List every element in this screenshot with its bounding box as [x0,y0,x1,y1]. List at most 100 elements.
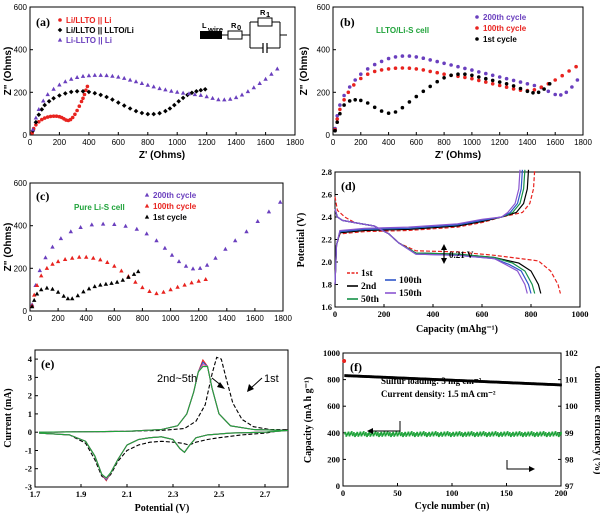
efficiency-point [407,431,410,435]
cv-curve [39,365,289,479]
data-point [263,76,268,81]
data-point [103,281,109,286]
efficiency-point [508,432,511,435]
panel-a: (a) Z' (Ohms) Z" (Ohms) 0 200 400 600 800 100… [3,3,304,161]
data-point [116,74,121,79]
efficiency-point [408,433,411,437]
y-tick-label: 800 [327,375,340,385]
efficiency-point [396,433,399,437]
efficiency-point [356,431,359,435]
efficiency-point [486,434,488,438]
data-point [68,89,74,95]
panel-b-label: (b) [340,15,355,29]
capacity-point [368,375,371,378]
capacity-point [409,377,412,380]
efficiency-point [346,432,349,436]
data-point [386,67,391,71]
x-tick-label: 600 [108,314,122,323]
efficiency-point [432,433,435,437]
capacity-point [410,377,413,380]
efficiency-point [452,431,454,435]
capacity-point [495,380,498,384]
data-point [65,296,71,301]
data-point [575,78,580,82]
data-point [34,291,40,296]
efficiency-point [359,431,362,435]
data-point [335,114,340,118]
data-point [36,112,42,117]
capacity-point [395,376,398,380]
capacity-point [367,375,369,378]
efficiency-point [498,434,500,438]
data-point [511,78,516,83]
data-point [70,115,75,120]
panel-c-legend: 200th cycle 100th cycle 1st cycle [144,191,197,222]
efficiency-point [531,433,534,437]
capacity-point [542,382,545,386]
efficiency-point [358,432,361,436]
panel-f-y2label: Coulombic efficiency (%) [592,366,600,475]
data-point [36,107,41,111]
data-point [168,287,173,292]
x-tick-label: 0 [341,488,345,498]
data-point [39,107,45,112]
efficiency-point [537,434,539,437]
data-point [347,85,352,89]
efficiency-point [554,431,557,434]
data-point [81,289,86,294]
data-point [278,199,283,204]
efficiency-point [405,434,408,437]
capacity-point [484,380,487,384]
data-point [553,78,557,82]
x-tick-label: 1200 [198,138,216,147]
panel-a-label: (a) [36,15,50,29]
efficiency-point [401,432,403,435]
legend-entry: Li/LLTO || Li [66,16,112,25]
voltage-gap-label: 0.21 V [449,250,474,260]
data-point [183,263,189,268]
capacity-point [375,375,378,379]
data-point [490,73,495,78]
data-point [531,91,535,95]
data-point [477,70,481,74]
capacity-point [487,380,489,384]
data-point [338,107,342,112]
data-point [189,90,195,96]
efficiency-point [442,432,445,436]
capacity-point [387,376,390,379]
capacity-point [430,377,433,381]
efficiency-point [501,434,503,437]
capacity-point [537,382,539,386]
efficiency-point [481,432,484,436]
efficiency-point [483,433,486,437]
data-point [37,120,41,124]
capacity-point [416,377,418,381]
y-tick-label: 0 [23,131,28,140]
data-point [75,108,79,113]
data-point [37,268,42,273]
data-point [372,69,377,74]
panel-b-ylabel: Z" (Ohms) [299,47,310,96]
data-point [126,274,131,279]
capacity-point [490,380,493,384]
data-point [342,103,346,107]
data-point [154,291,159,296]
y-tick-label: 1000 [323,348,340,358]
capacity-point [370,375,373,379]
legend-marker [144,214,150,219]
capacity-point [522,381,524,385]
data-point [131,271,137,276]
data-point [92,90,98,96]
data-point [435,70,440,75]
efficiency-point [469,432,472,436]
efficiency-point [365,432,367,435]
first-cycle-point [342,359,347,363]
capacity-point [396,376,399,380]
efficiency-point [438,434,440,438]
efficiency-point [445,432,448,436]
y-tick-label: 200 [317,88,331,97]
efficiency-point [516,433,519,437]
panel-f-label: (f) [350,360,362,374]
y-tick-label: 400 [14,222,28,231]
data-point [154,238,159,243]
